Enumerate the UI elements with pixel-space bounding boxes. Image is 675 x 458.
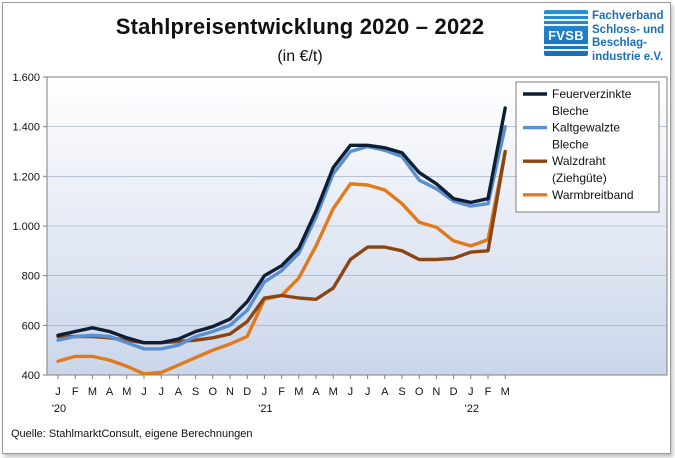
x-axis: J F M A M J J A S O N D J F M A M J J A S O N D J F M'20'21'22 (52, 375, 510, 415)
chart-subtitle: (in €/t) (277, 48, 323, 65)
series-line (56, 106, 507, 345)
y-tick-label: 1.000 (12, 221, 40, 233)
logo-line: Beschlag- (592, 37, 647, 49)
x-tick-label: S (192, 386, 199, 398)
x-tick-label: J (468, 386, 474, 398)
chart-title: Stahlpreisentwicklung 2020 – 2022 (115, 14, 485, 39)
year-label: '22 (465, 403, 479, 415)
legend-label: Feuerverzinkte (552, 87, 632, 101)
x-tick-label: F (278, 386, 285, 398)
logo-line: Schloss- und (592, 23, 665, 36)
x-tick-label: M (294, 386, 303, 398)
x-tick-label: A (106, 386, 114, 398)
x-tick-label: J (158, 386, 164, 398)
x-tick-label: O (209, 386, 218, 398)
source-note: Quelle: StahlmarktConsult, eigene Berech… (11, 428, 253, 440)
x-tick-label: M (122, 386, 131, 398)
legend-label: Bleche (552, 137, 589, 151)
legend-label: Bleche (552, 104, 589, 118)
x-tick-label: A (175, 386, 183, 398)
x-tick-label: O (415, 386, 424, 398)
year-label: '21 (258, 403, 272, 415)
x-tick-label: J (55, 386, 61, 398)
fvsb-logo-mark: FVSB (544, 10, 588, 56)
x-tick-label: N (226, 386, 234, 398)
legend: Feuerverzinkte Bleche Kaltgewalzte Bleche Wa… (515, 81, 660, 213)
logo-line: industrie e.V. (592, 50, 664, 63)
legend-label: Kaltgewalzte (552, 121, 620, 135)
gridlines (43, 76, 667, 376)
y-axis: 400 600 800 1.000 1.200 1.400 1.600 (12, 72, 40, 382)
series-group (56, 106, 507, 376)
x-tick-label: M (501, 386, 510, 398)
y-tick-label: 1.600 (12, 72, 40, 84)
fvsb-logo: FVSB Fachverband Schloss- und Beschlag- … (544, 10, 669, 66)
year-label: '20 (52, 403, 66, 415)
logo-line: Fachverband (592, 10, 664, 22)
x-tick-label: S (398, 386, 405, 398)
x-tick-label: A (381, 386, 389, 398)
x-tick-label: M (88, 386, 97, 398)
x-tick-label: A (312, 386, 320, 398)
y-tick-label: 1.400 (12, 122, 40, 134)
x-tick-label: M (329, 386, 338, 398)
x-tick-label: J (141, 386, 147, 398)
x-tick-label: J (348, 386, 354, 398)
x-tick-label: N (432, 386, 440, 398)
series-line (56, 124, 507, 351)
x-tick-label: F (72, 386, 79, 398)
x-tick-label: J (365, 386, 371, 398)
x-tick-label: D (450, 386, 458, 398)
legend-label: Warmbreitband (552, 188, 634, 202)
y-tick-label: 1.200 (12, 171, 40, 183)
x-tick-label: D (243, 386, 251, 398)
logo-abbr: FVSB (548, 28, 584, 43)
x-tick-label: J (262, 386, 268, 398)
y-tick-label: 800 (22, 271, 40, 283)
logo-text: Fachverband Schloss- und Beschlag- indus… (592, 10, 672, 64)
legend-label: Walzdraht (552, 154, 606, 168)
x-tick-label: F (485, 386, 492, 398)
legend-label: (Ziehgüte) (552, 171, 607, 185)
y-tick-label: 400 (22, 370, 40, 382)
y-tick-label: 600 (22, 320, 40, 332)
legend-box (515, 81, 660, 213)
